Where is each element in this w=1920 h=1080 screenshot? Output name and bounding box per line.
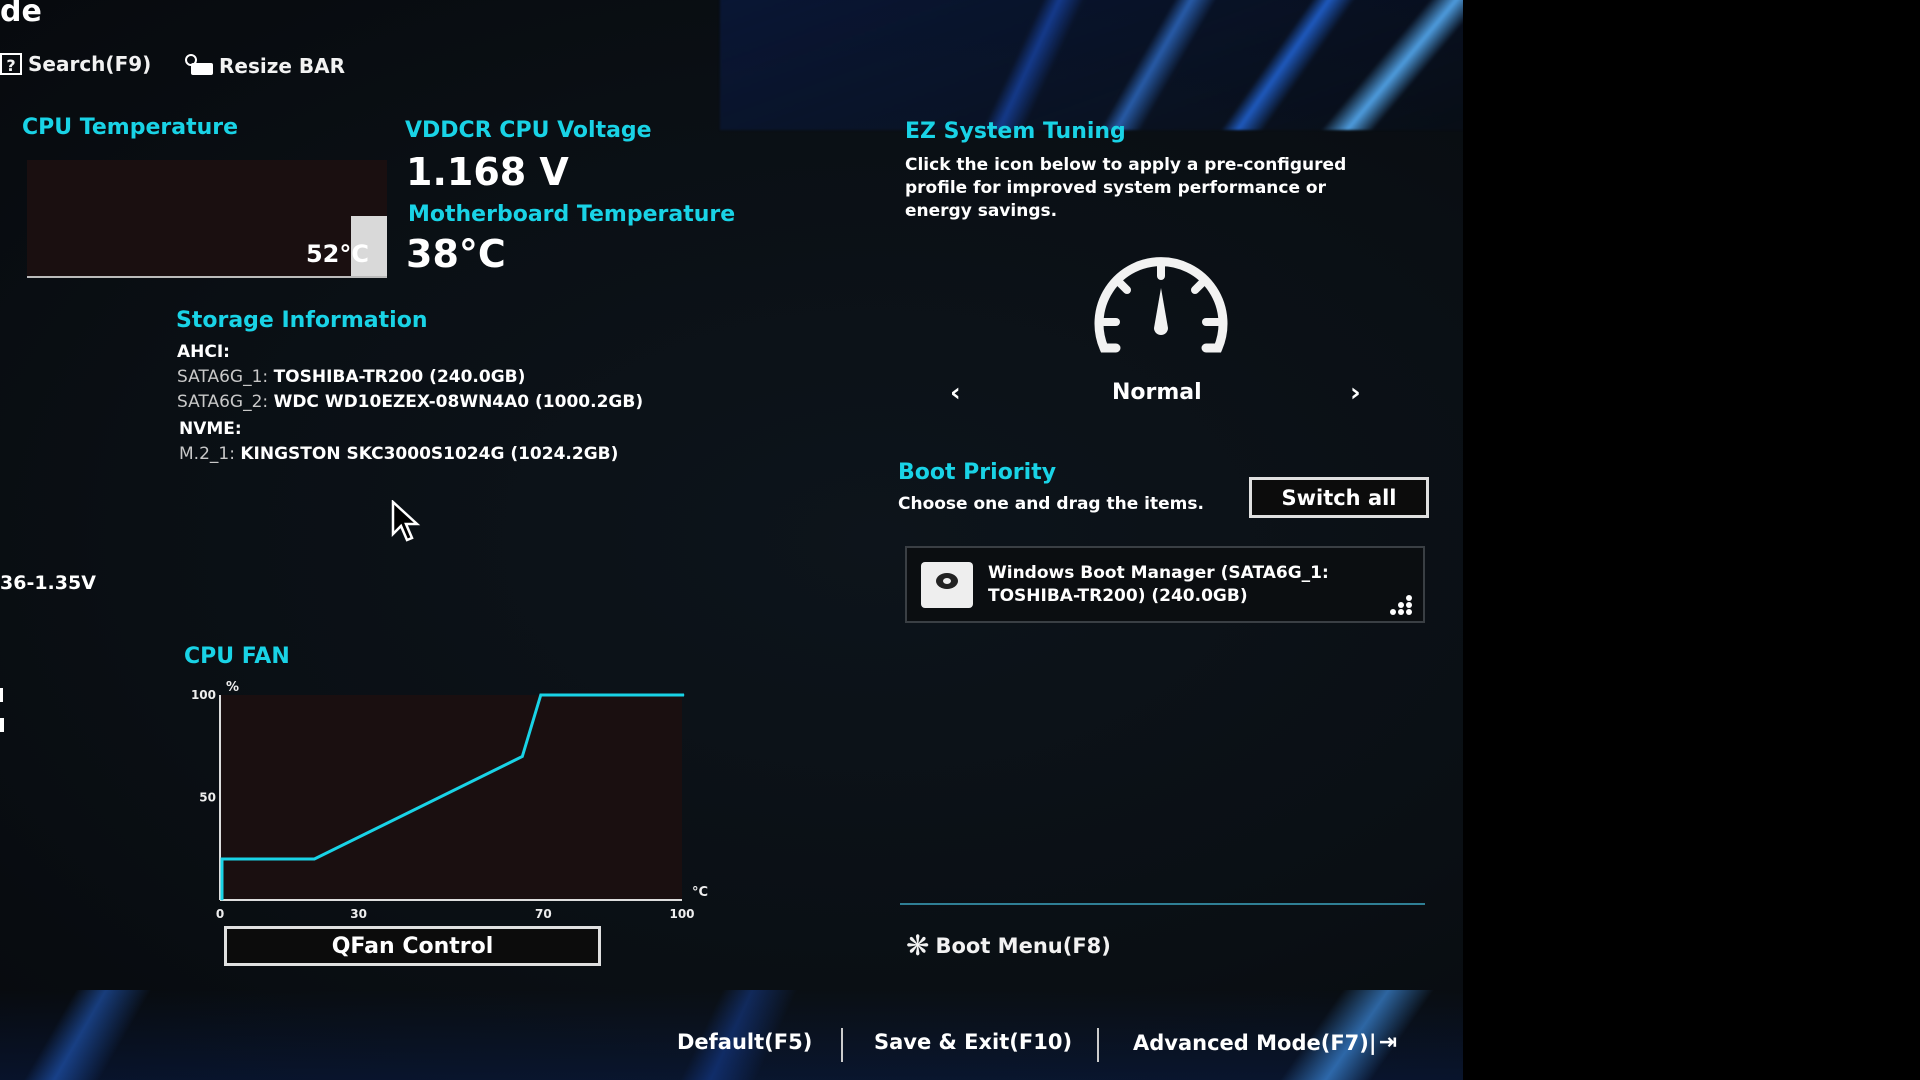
ez-system-tuning-description: Click the icon below to apply a pre-conf… — [905, 154, 1346, 223]
x-tick-label: 70 — [535, 907, 552, 920]
edge-mark — [0, 688, 3, 702]
boot-item-line: TOSHIBA-TR200) (240.0GB) — [988, 586, 1248, 606]
x-tick-label: 0 — [216, 907, 224, 920]
footer-separator — [841, 1028, 843, 1062]
exit-arrow-icon: ⇥ — [1378, 1030, 1397, 1055]
y-tick-label: 50 — [199, 791, 216, 805]
motherboard-temperature-title: Motherboard Temperature — [408, 202, 736, 227]
boot-item[interactable]: Windows Boot Manager (SATA6G_1: TOSHIBA-… — [905, 546, 1425, 623]
advanced-mode-button[interactable]: Advanced Mode(F7)| ⇥ — [1133, 1030, 1397, 1055]
boot-menu-label: Boot Menu(F8) — [935, 934, 1111, 958]
cpu-temperature-graph: 52°C — [27, 160, 387, 278]
fan-curve-point — [540, 694, 542, 696]
boot-item-label: Windows Boot Manager (SATA6G_1: TOSHIBA-… — [988, 562, 1329, 608]
dram-voltage-fragment: 36-1.35V — [0, 572, 96, 594]
fan-curve-point — [221, 899, 223, 901]
ahci-label: AHCI: — [177, 342, 230, 362]
ez-system-tuning-title: EZ System Tuning — [905, 119, 1126, 144]
boot-priority-hint: Choose one and drag the items. — [898, 494, 1204, 514]
plot-area — [220, 695, 682, 900]
resize-bar-icon — [183, 54, 215, 78]
x-tick-label: 30 — [350, 907, 367, 920]
x-axis-label: °C — [692, 885, 708, 900]
description-line: Click the icon below to apply a pre-conf… — [905, 155, 1347, 175]
footer-separator — [1097, 1028, 1099, 1062]
storage-item: SATA6G_1: TOSHIBA-TR200 (240.0GB) — [177, 367, 525, 387]
edge-mark — [0, 718, 4, 732]
boot-menu-button[interactable]: ❋ Boot Menu(F8) — [906, 932, 1111, 960]
disk-icon — [921, 562, 973, 608]
drag-handle-icon[interactable] — [1385, 595, 1415, 615]
fan-curve-point — [683, 694, 685, 696]
background-decoration — [0, 990, 1463, 1080]
help-icon: ? — [0, 53, 22, 75]
previous-profile-button[interactable]: ‹ — [950, 378, 961, 408]
y-axis-label: % — [226, 680, 239, 695]
search-label: Search(F9) — [28, 52, 152, 76]
cpu-temperature-value: 52°C — [305, 240, 369, 268]
storage-port: SATA6G_2: — [177, 392, 269, 412]
resize-bar-button[interactable]: Resize BAR — [183, 54, 345, 78]
qfan-control-button[interactable]: QFan Control — [224, 926, 601, 966]
description-line: energy savings. — [905, 201, 1058, 221]
next-profile-button[interactable]: › — [1350, 378, 1361, 408]
storage-port: SATA6G_1: — [177, 367, 269, 387]
fan-curve-point — [221, 858, 223, 860]
fan-curve-line — [220, 693, 684, 900]
divider — [900, 903, 1425, 905]
boot-priority-title: Boot Priority — [898, 460, 1057, 485]
boot-menu-icon: ❋ — [906, 929, 930, 962]
x-tick-label: 100 — [669, 907, 694, 920]
cpu-fan-title: CPU FAN — [184, 644, 290, 669]
boot-item-line: Windows Boot Manager (SATA6G_1: — [988, 563, 1329, 583]
storage-device: WDC WD10EZEX-08WN4A0 (1000.2GB) — [273, 392, 644, 412]
storage-information-title: Storage Information — [176, 308, 428, 333]
profile-name: Normal — [1112, 380, 1202, 405]
switch-all-button[interactable]: Switch all — [1249, 477, 1429, 518]
cpu-fan-curve-chart[interactable]: 0 30 70 100 100 50% °C — [180, 670, 720, 920]
storage-port: M.2_1: — [179, 444, 235, 464]
storage-item: SATA6G_2: WDC WD10EZEX-08WN4A0 (1000.2GB… — [177, 392, 643, 412]
bios-ez-mode-screen: de ? Search(F9) Resize BAR CPU Temperatu… — [0, 0, 1463, 1080]
nvme-label: NVME: — [179, 419, 242, 439]
cpu-voltage-title: VDDCR CPU Voltage — [405, 118, 652, 143]
default-button[interactable]: Default(F5) — [677, 1030, 813, 1054]
background-decoration — [720, 0, 1463, 130]
advanced-mode-label: Advanced Mode(F7)| — [1133, 1030, 1377, 1055]
motherboard-temperature-value: 38°C — [406, 232, 506, 276]
storage-device: KINGSTON SKC3000S1024G (1024.2GB) — [240, 444, 619, 464]
save-exit-button[interactable]: Save & Exit(F10) — [874, 1030, 1073, 1054]
description-line: profile for improved system performance … — [905, 178, 1326, 198]
speedometer-icon[interactable] — [1086, 250, 1236, 356]
cpu-temperature-title: CPU Temperature — [22, 115, 239, 140]
y-tick-label: 100 — [191, 688, 216, 702]
resize-bar-label: Resize BAR — [219, 54, 346, 78]
fan-curve-point — [521, 756, 523, 757]
fan-curve-point — [313, 858, 315, 860]
cpu-voltage-value: 1.168 V — [406, 150, 569, 194]
search-button[interactable]: ? Search(F9) — [0, 52, 151, 76]
mouse-cursor-icon — [391, 500, 421, 542]
page-title-fragment: de — [0, 0, 42, 29]
cpu-temperature-bar — [351, 216, 387, 276]
storage-item: M.2_1: KINGSTON SKC3000S1024G (1024.2GB) — [179, 444, 618, 464]
storage-device: TOSHIBA-TR200 (240.0GB) — [273, 367, 526, 387]
